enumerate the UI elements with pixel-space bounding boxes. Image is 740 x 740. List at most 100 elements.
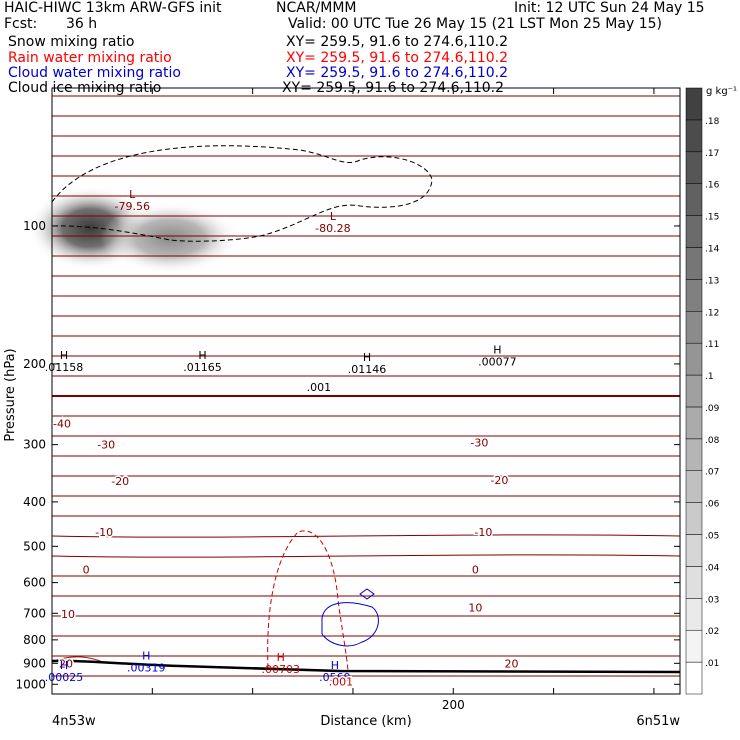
extremum-value: .01165	[183, 361, 222, 374]
y-tick-label: 500	[23, 539, 46, 553]
field-name-rain: Rain water mixing ratio	[8, 50, 172, 66]
extremum-type: H	[142, 650, 150, 663]
y-tick-label: 1000	[15, 677, 46, 691]
colorbar-swatch	[685, 311, 703, 344]
extremum-value: .00025	[45, 671, 84, 684]
extremum-value: .00077	[478, 356, 517, 369]
colorbar-swatch	[685, 183, 703, 216]
y-tick-label: 800	[23, 633, 46, 647]
colorbar-swatch	[685, 534, 703, 567]
header-fcst-value: 36 h	[66, 16, 98, 32]
colorbar-label: .17	[705, 149, 719, 159]
colorbar-swatch	[685, 661, 703, 695]
colorbar: .01 .02 .03 .04 .05 .06 .07 .08 .09 .1 .11 .12 .13 .1…	[685, 87, 720, 695]
contour-label: .001	[307, 381, 332, 394]
extremum-value: .00319	[127, 662, 166, 675]
colorbar-label: .16	[705, 181, 720, 191]
colorbar-swatch	[685, 470, 703, 503]
isotherm-line	[51, 534, 681, 538]
terrain-line	[51, 659, 681, 674]
colorbar-swatch	[685, 342, 703, 376]
x-axis: 20 0	[151, 88, 655, 712]
temperature-label: -10	[474, 526, 492, 539]
colorbar-swatch	[685, 406, 703, 440]
isotherm-line	[51, 554, 681, 558]
temperature-label: 10	[468, 602, 482, 615]
cloud-water-contour-small	[359, 588, 375, 600]
temperature-label: -10	[95, 526, 113, 539]
colorbar-label: .05	[705, 532, 719, 542]
rain-water-contour	[267, 530, 349, 671]
colorbar-swatch	[685, 279, 703, 312]
temperature-label: -30	[97, 439, 115, 452]
temperature-label: -20	[111, 475, 129, 488]
extremum-type: L	[129, 188, 136, 201]
field-xy-cloud-water: XY= 259.5, 91.6 to 274.6,110.2	[286, 65, 509, 81]
y-tick-label: 400	[23, 495, 46, 509]
extremum-type: H	[198, 349, 206, 362]
colorbar-label: .15	[705, 213, 719, 223]
extremum-value: .00703	[261, 663, 300, 676]
extremum-type: H	[493, 344, 501, 357]
colorbar-label: .01	[705, 659, 719, 669]
colorbar-label: .13	[705, 276, 719, 286]
colorbar-swatch	[685, 87, 703, 121]
colorbar-swatch	[685, 119, 703, 153]
y-tick-label: 200	[23, 357, 46, 371]
colorbar-unit: g kg⁻¹	[706, 86, 737, 97]
colorbar-label: .06	[705, 500, 720, 510]
x-left-endpoint: 4n53w	[52, 714, 96, 729]
temperature-label: 20	[504, 657, 518, 670]
extremum-value: .0569	[319, 671, 351, 684]
temperature-contours	[51, 95, 681, 677]
colorbar-swatch	[685, 438, 703, 471]
contour-label: .001	[329, 675, 354, 688]
y-tick-label: 900	[23, 656, 46, 670]
field-name-snow: Snow mixing ratio	[8, 34, 135, 50]
extremum-type: H	[60, 659, 68, 672]
extremum-type: L	[330, 210, 337, 223]
y-tick-label: 100	[23, 219, 46, 233]
extremum-type: H	[60, 349, 68, 362]
colorbar-label: .08	[705, 436, 720, 446]
field-xy-rain: XY= 259.5, 91.6 to 274.6,110.2	[286, 50, 509, 66]
colorbar-label: .11	[705, 340, 719, 350]
extremum-value: -80.28	[315, 222, 350, 235]
temperature-label: 0	[83, 564, 90, 577]
extremum-type: H	[277, 651, 285, 664]
header-init: Init: 12 UTC Sun 24 May 15	[514, 0, 705, 16]
colorbar-label: .02	[705, 627, 719, 637]
x-tick-label: 200	[442, 698, 465, 712]
colorbar-label: .12	[705, 308, 719, 318]
temperature-label: 10	[61, 608, 75, 621]
extremum-value: .01146	[348, 363, 387, 376]
cloud-water-contour	[321, 602, 379, 647]
colorbar-label: .14	[705, 244, 720, 254]
colorbar-swatch	[685, 247, 703, 280]
colorbar-swatch	[685, 502, 703, 535]
x-axis-title: Distance (km)	[320, 714, 411, 729]
temperature-label: 0	[472, 564, 479, 577]
field-name-cloud-water: Cloud water mixing ratio	[8, 65, 181, 81]
colorbar-swatch	[685, 374, 703, 408]
header-org: NCAR/MMM	[276, 0, 357, 16]
colorbar-label: .09	[705, 404, 720, 414]
temperature-label: 20	[59, 657, 73, 670]
colorbar-label: .03	[705, 595, 719, 605]
colorbar-swatch	[685, 598, 703, 631]
temperature-label: -30	[470, 437, 488, 450]
y-tick-label: 600	[23, 576, 46, 590]
extremum-type: H	[331, 659, 339, 672]
y-tick-label: 300	[23, 438, 46, 452]
extremum-value: .01158	[45, 361, 84, 374]
x-right-endpoint: 6n51w	[636, 714, 680, 729]
extremum-type: H	[363, 351, 371, 364]
colorbar-swatch	[685, 215, 703, 248]
colorbar-label: .18	[705, 117, 720, 127]
colorbar-swatch	[685, 151, 703, 184]
colorbar-swatch	[685, 566, 703, 599]
y-axis-title: Pressure (hPa)	[3, 348, 18, 441]
